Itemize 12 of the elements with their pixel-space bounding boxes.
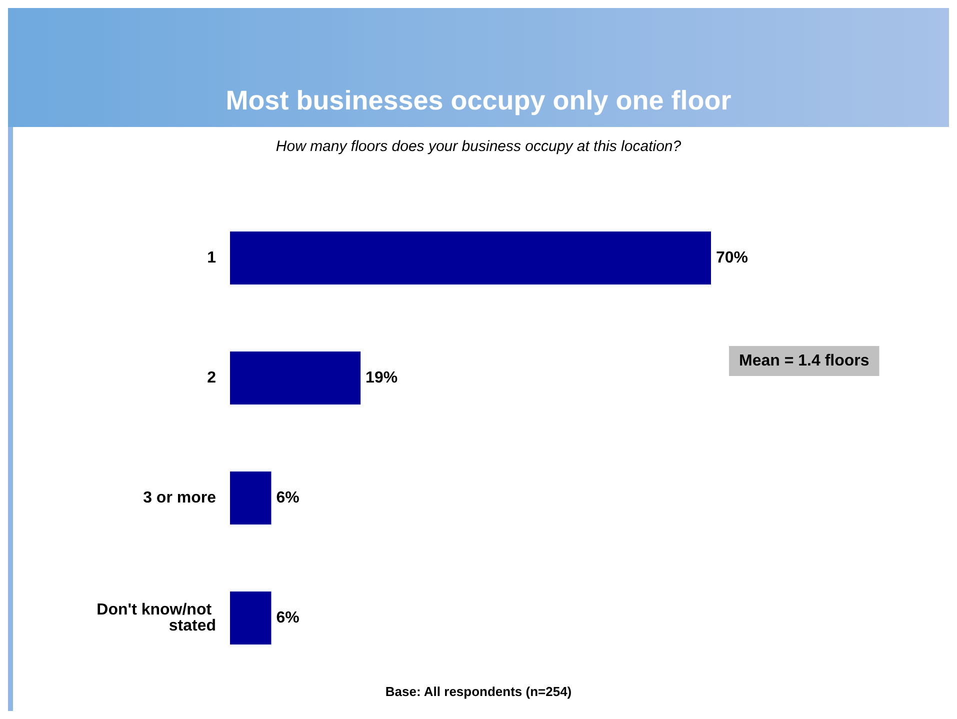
text: Mean = 1.4 floors [739,352,870,370]
y-tick-label: 2 [207,370,216,386]
data-label: 19% [366,370,398,386]
chart-title: Most businesses occupy only one floor [226,86,732,116]
data-label: 6% [276,490,300,506]
chart-subtitle: How many floors does your business occupy at this location? [276,138,682,155]
y-tick-label: Don't know/not stated [96,602,216,634]
text: Base: All respondents (n=254) [385,684,572,699]
data-label: 6% [276,610,300,626]
y-tick-label: 1 [207,250,216,266]
y-tick-label: 3 or more [143,490,216,506]
data-label: 70% [716,250,748,266]
